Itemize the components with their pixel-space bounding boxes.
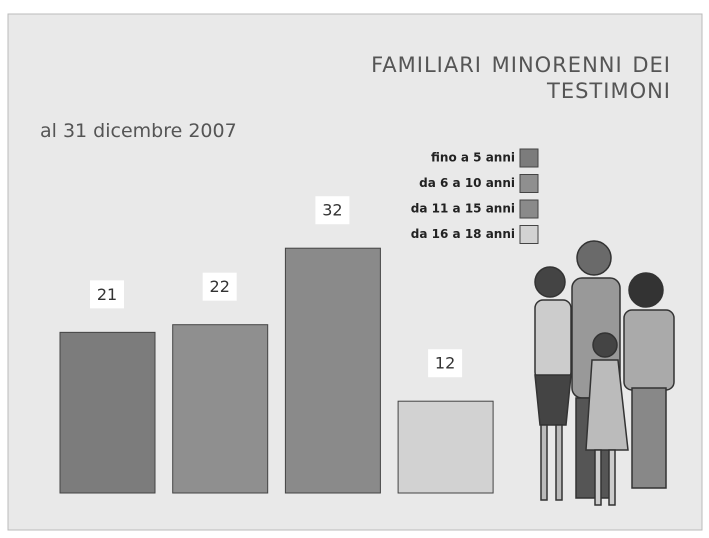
chart-subtitle: al 31 dicembre 2007 (40, 120, 237, 142)
legend-label: da 16 a 18 anni (411, 227, 515, 241)
legend-swatch (520, 175, 538, 193)
legend-swatch (520, 226, 538, 244)
bar (398, 401, 493, 493)
bar (173, 325, 268, 493)
bar (60, 332, 155, 493)
family-illustration (535, 241, 674, 505)
value-label: 12 (435, 354, 455, 373)
legend-swatch (520, 149, 538, 167)
chart-title: FAMILIARI MINORENNI DEI TESTIMONI (291, 52, 671, 104)
legend-label: fino a 5 anni (431, 151, 515, 165)
legend-label: da 11 a 15 anni (411, 202, 515, 216)
bar (285, 248, 380, 493)
value-label: 32 (322, 201, 342, 220)
value-label: 22 (210, 277, 230, 296)
legend-swatch (520, 200, 538, 218)
value-label: 21 (97, 285, 117, 304)
slide: 21 fino a 5 anni 22 da 6 a 10 anni 32 da 11 a… (0, 0, 709, 538)
legend-label: da 6 a 10 anni (419, 176, 515, 190)
